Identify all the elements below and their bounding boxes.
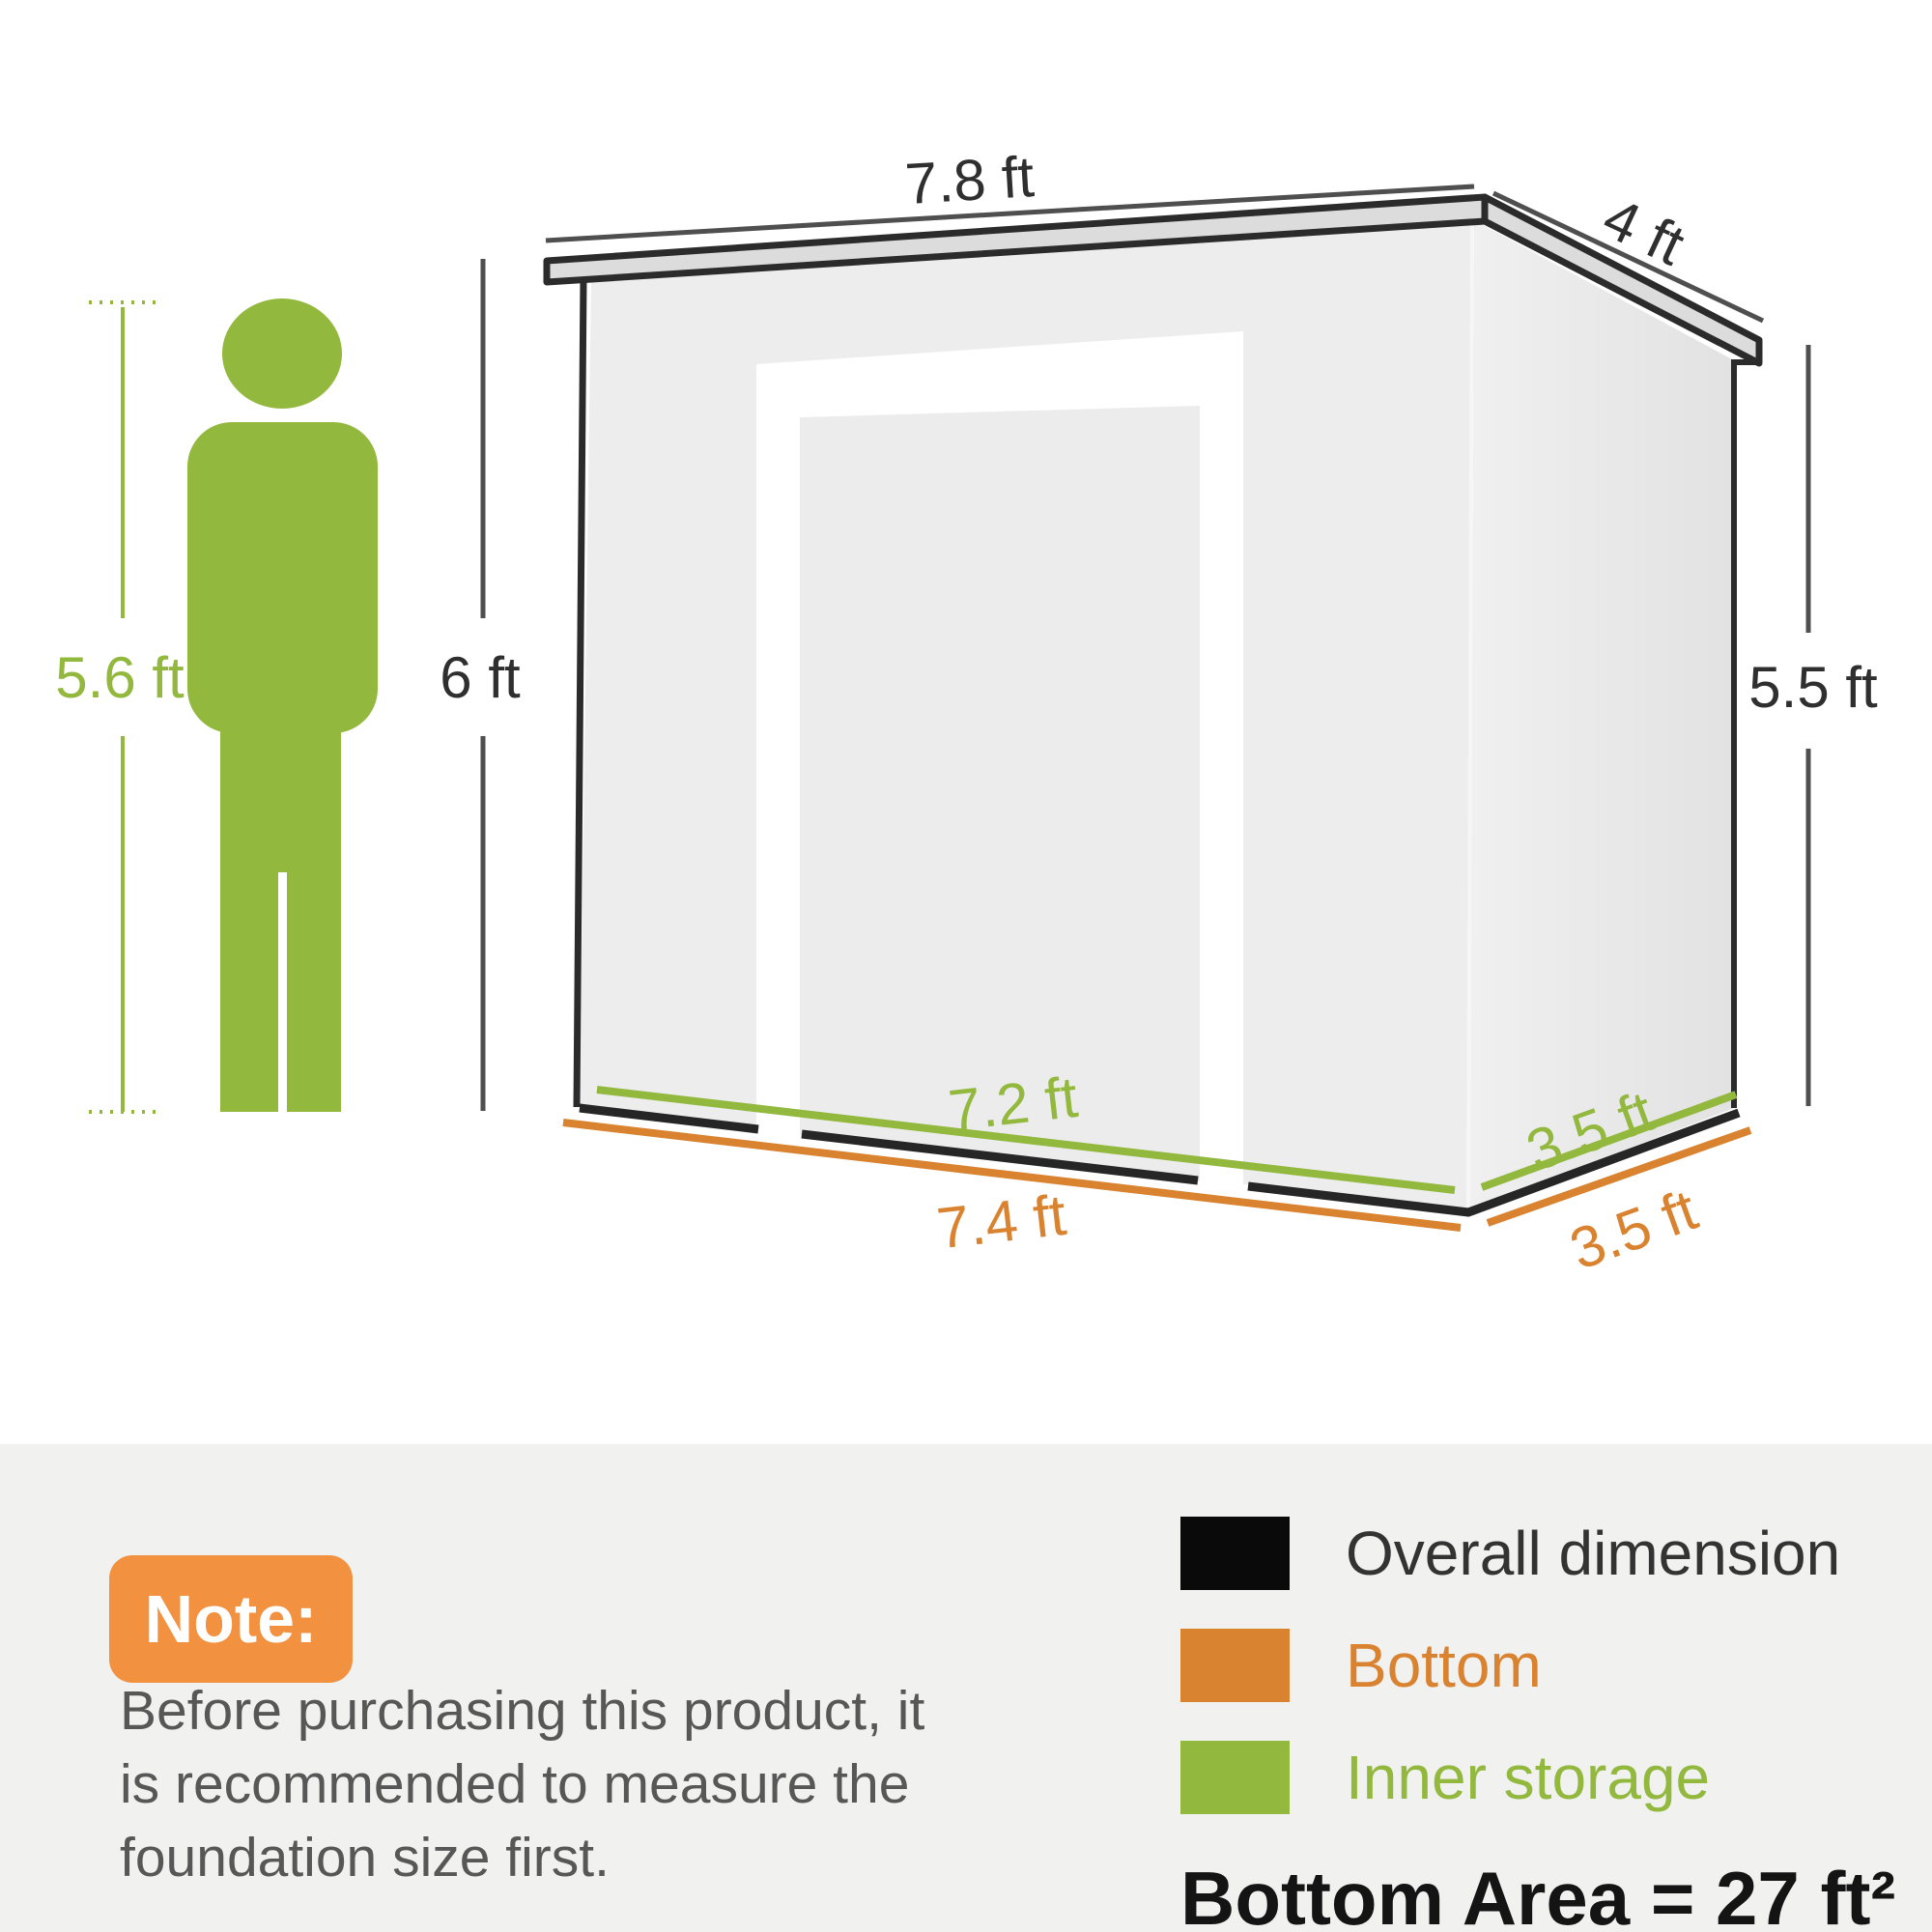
bottom-overall-seg-2: [801, 1129, 1199, 1185]
roof-width-dim-line: [545, 184, 1475, 243]
bottom-overall-line: [579, 1103, 1741, 1217]
base-line-side: [1486, 1126, 1752, 1227]
legend-swatch-bottom: [1180, 1629, 1290, 1702]
legend-swatch-overall: [1180, 1517, 1290, 1590]
legend-swatch-inner-storage: [1180, 1741, 1290, 1814]
legend-label-inner-storage: Inner storage: [1346, 1743, 1711, 1812]
inner-width-label: 7.2 ft: [946, 1065, 1081, 1144]
note-badge: Note:: [109, 1555, 353, 1683]
legend-label-bottom: Bottom: [1346, 1631, 1542, 1700]
roof-depth-dim-line: [1492, 190, 1765, 324]
inner-line-front: [596, 1086, 1456, 1194]
door-leaf: [800, 406, 1200, 1181]
inner-line-side: [1480, 1091, 1738, 1191]
person-leg-gap: [278, 872, 287, 1112]
bottom-info-panel: [0, 1444, 1932, 1932]
bottom-area-summary: Bottom Area = 27 ft²: [1180, 1856, 1896, 1932]
legend-item-overall: Overall dimension: [1180, 1517, 1840, 1590]
note-badge-text: Note:: [144, 1581, 318, 1657]
person-silhouette-icon: [187, 298, 378, 1112]
roof-width-label: 7.8 ft: [903, 144, 1037, 216]
legend-label-overall: Overall dimension: [1346, 1519, 1841, 1588]
bottom-overall-seg-1: [579, 1103, 759, 1134]
legend-item-inner-storage: Inner storage: [1180, 1741, 1710, 1814]
front-height-label: 6 ft: [440, 645, 521, 710]
person-torso: [187, 422, 378, 733]
bottom-base-line: [562, 1119, 1752, 1232]
note-text: Before purchasing this product, it is re…: [120, 1674, 1066, 1894]
shed-left-edge: [573, 278, 587, 1108]
rear-height-label: 5.5 ft: [1748, 655, 1878, 720]
bottom-width-label: 7.4 ft: [934, 1182, 1069, 1262]
shed-drawing: [543, 193, 1763, 1232]
note-line-3: foundation size first.: [120, 1827, 610, 1889]
base-line-front: [562, 1119, 1462, 1232]
shed-corner-edge: [1466, 221, 1474, 1211]
person-height-dimension: [89, 300, 156, 1114]
note-line-1: Before purchasing this product, it: [120, 1680, 925, 1742]
inner-storage-line: [596, 1086, 1738, 1194]
legend-item-bottom: Bottom: [1180, 1629, 1542, 1702]
person-height-label: 5.6 ft: [55, 645, 185, 710]
shed-right-wall: [1468, 219, 1734, 1210]
person-head: [222, 298, 342, 409]
bottom-overall-seg-3: [1247, 1108, 1741, 1217]
note-line-2: is recommended to measure the: [120, 1753, 910, 1815]
